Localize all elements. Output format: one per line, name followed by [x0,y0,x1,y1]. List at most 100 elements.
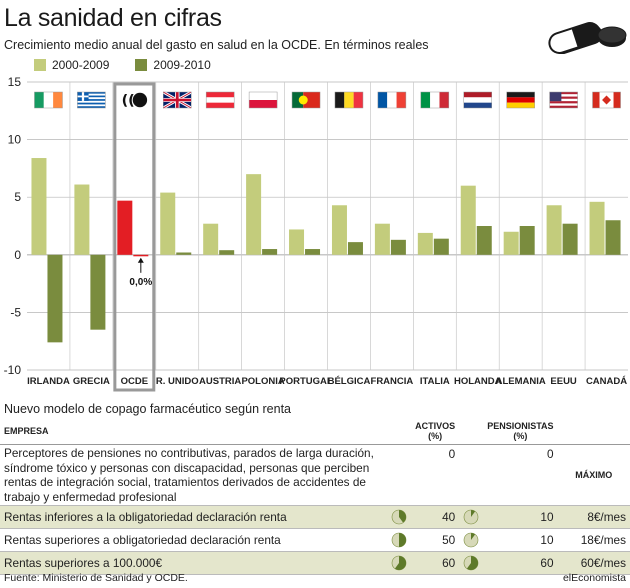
flag-germany-icon [506,91,535,109]
flag-greece-icon [77,91,106,109]
bar-2000-2009-italia [417,232,433,255]
bar-2000-2009-polonia [246,174,262,255]
y-tick-label: 10 [8,133,22,147]
bar-2009-2010-canad [605,220,621,255]
flag-portugal-icon [291,91,321,109]
x-tick-label: POLONIA [241,376,284,387]
x-tick-label: R. UNIDO [156,376,199,387]
flag-netherlands-icon [463,91,492,109]
table-row: Rentas superiores a 100.000€ 60 60 60€/m… [0,551,630,575]
x-tick-label: GRECIA [73,376,110,387]
flag-austria-icon [205,91,235,109]
bar-2009-2010-eeuu [562,223,578,255]
copago-header-row: EMPRESA ACTIVOS (%) PENSIONISTAS (%) [0,418,630,445]
maximo-value: 8€/mes [557,505,630,529]
annotation-arrowhead [137,257,144,263]
bar-2000-2009-portugal [289,229,305,255]
pensionistas-value: 0 [483,444,558,506]
bar-2009-2010-irlanda [47,254,63,343]
header-activos: ACTIVOS (%) [411,418,460,445]
svg-text:((: (( [122,93,135,109]
table-row: Perceptores de pensiones no contributiva… [0,444,630,506]
x-tick-label: ALEMANIA [496,376,546,387]
pensionistas-value: 10 [483,505,558,529]
annotation-label: 0,0% [129,277,152,288]
bar-2009-2010-polonia [262,249,278,255]
flag-belgium-icon [334,91,364,109]
activos-value: 40 [411,505,460,529]
y-tick-label: 15 [8,75,22,89]
legend-label: 2000-2009 [52,58,110,72]
activos-value: 0 [411,444,460,506]
activos-pie-icon [391,509,407,525]
brand-logo: elEconomista [562,572,626,584]
bar-2000-2009-alemania [503,231,519,255]
y-tick-label: 0 [14,248,21,262]
x-tick-label: IRLANDA [27,376,70,387]
bar-2009-2010-blgica [347,242,363,255]
chart-legend: 2000-2009 2009-2010 [34,58,211,72]
bar-2009-2010-grecia [90,254,106,330]
activos-value: 60 [411,551,460,575]
pensionistas-pie-icon [463,532,479,548]
pensionistas-pie-icon [463,509,479,525]
row-label: Rentas inferiores a la obligatoriedad de… [0,505,388,529]
table-row: Rentas superiores a obligatoriedad decla… [0,528,630,552]
bar-2000-2009-blgica [331,205,347,255]
flag-usa-icon [549,91,578,109]
legend-swatch [135,59,148,71]
pensionistas-value: 10 [483,528,558,552]
x-tick-label: PORTUGAL [279,376,333,387]
activos-pie-icon [391,555,407,571]
legend-item-2009-2010: 2009-2010 [135,58,211,72]
copago-section-title: Nuevo modelo de copago farmacéutico segú… [4,402,291,416]
maximo-value: 60€/mes [557,551,630,575]
bar-2009-2010-portugal [305,249,321,255]
x-tick-label: BÉLGICA [328,376,371,387]
header-empresa: EMPRESA [0,418,388,445]
legend-label: 2009-2010 [153,58,211,72]
bar-2009-2010-italia [433,238,449,255]
highlight-frame [113,82,156,392]
bar-2009-2010-austria [219,250,235,255]
maximo-value: 18€/mes [557,528,630,552]
bar-2000-2009-austria [203,223,219,255]
bar-2000-2009-irlanda [31,158,47,255]
x-tick-label: CANADÁ [586,376,627,387]
y-tick-label: -5 [10,305,21,319]
page-title: La sanidad en cifras [4,4,222,32]
bar-2009-2010-holanda [476,226,492,255]
bar-2000-2009-ocde [117,200,133,255]
bar-2009-2010-ocde [133,254,149,257]
legend-swatch [34,59,46,71]
x-tick-label: AUSTRIA [199,376,241,387]
flag-poland-icon [248,91,278,109]
x-tick-label: FRANCIA [371,376,414,387]
bar-2000-2009-grecia [74,184,90,255]
x-tick-label: ITALIA [420,376,450,387]
source-note: Fuente: Ministerio de Sanidad y OCDE. [4,572,188,584]
x-tick-label: HOLANDA [454,376,502,387]
y-tick-label: -10 [4,363,22,377]
y-tick-label: 5 [14,190,21,204]
row-label: Rentas superiores a 100.000€ [0,551,388,575]
row-label: Rentas superiores a obligatoriedad decla… [0,528,388,552]
bar-chart: 15 10 5 0 -5 -10 IRLANDA GRECIA (( OCDE 0,0% R. UNI… [4,75,628,392]
header-pensionistas: PENSIONISTAS (%) [483,418,558,445]
bar-2009-2010-francia [390,239,406,255]
legend-item-2000-2009: 2000-2009 [34,58,109,72]
flag-oecd-icon: (( [122,92,148,109]
flag-ireland-icon [34,91,63,109]
bar-2009-2010-runido [176,252,192,255]
pensionistas-pie-icon [463,555,479,571]
header-maximo: MÁXIMO [557,444,630,506]
row-label: Perceptores de pensiones no contributiva… [0,444,388,506]
bar-2000-2009-holanda [460,185,476,255]
bar-2000-2009-francia [374,223,390,255]
bar-2000-2009-eeuu [546,205,562,255]
table-row: Rentas inferiores a la obligatoriedad de… [0,505,630,529]
flag-italy-icon [420,91,450,109]
flag-france-icon [377,91,407,109]
activos-pie-icon [391,532,407,548]
x-tick-label: OCDE [121,376,148,387]
